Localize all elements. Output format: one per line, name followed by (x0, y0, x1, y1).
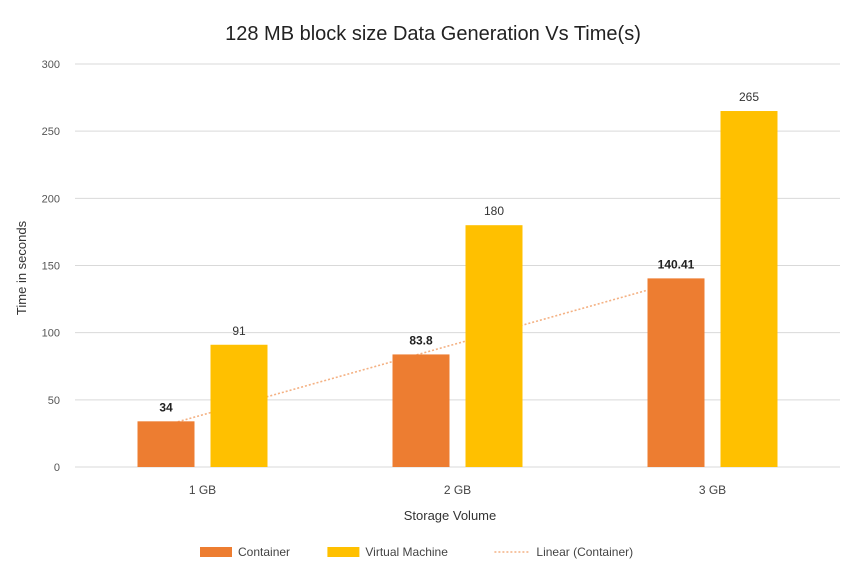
bar-virtual-machine (720, 111, 778, 468)
y-tick-label: 200 (42, 193, 60, 205)
x-axis-ticks: 1 GB 2 GB 3 GB (189, 483, 726, 497)
legend-swatch (200, 547, 232, 557)
bar-virtual-machine (210, 344, 268, 467)
legend: Container Virtual Machine Linear (Containe… (200, 545, 633, 559)
data-label: 91 (232, 324, 246, 338)
y-tick-label: 300 (42, 59, 60, 71)
y-tick-label: 0 (54, 462, 60, 474)
legend-label: Virtual Machine (365, 545, 448, 559)
bars (137, 111, 778, 468)
x-tick-label: 1 GB (189, 483, 216, 497)
chart-title: 128 MB block size Data Generation Vs Tim… (225, 23, 641, 45)
data-label: 34 (159, 400, 173, 414)
x-axis-label: Storage Volume (404, 508, 497, 523)
bar-container (392, 354, 450, 467)
x-tick-label: 3 GB (699, 483, 726, 497)
y-tick-label: 250 (42, 126, 60, 138)
y-axis-label: Time in seconds (14, 220, 29, 315)
y-tick-label: 150 (42, 261, 60, 273)
bar-container (647, 278, 705, 467)
legend-swatch (327, 547, 360, 557)
bar-container (137, 421, 195, 467)
gridlines (75, 63, 840, 468)
legend-label: Container (238, 545, 290, 559)
data-label: 83.8 (409, 333, 433, 347)
bar-virtual-machine (465, 225, 523, 467)
data-labels: 34 91 83.8 180 140.41 265 (159, 90, 759, 414)
y-axis-ticks: 0 50 100 150 200 250 300 (42, 59, 60, 474)
x-tick-label: 2 GB (444, 483, 471, 497)
y-tick-label: 100 (42, 328, 60, 340)
y-tick-label: 50 (48, 395, 60, 407)
data-label: 140.41 (658, 257, 695, 271)
data-label: 180 (484, 204, 504, 218)
data-label: 265 (739, 90, 759, 104)
legend-label: Linear (Container) (536, 545, 633, 559)
